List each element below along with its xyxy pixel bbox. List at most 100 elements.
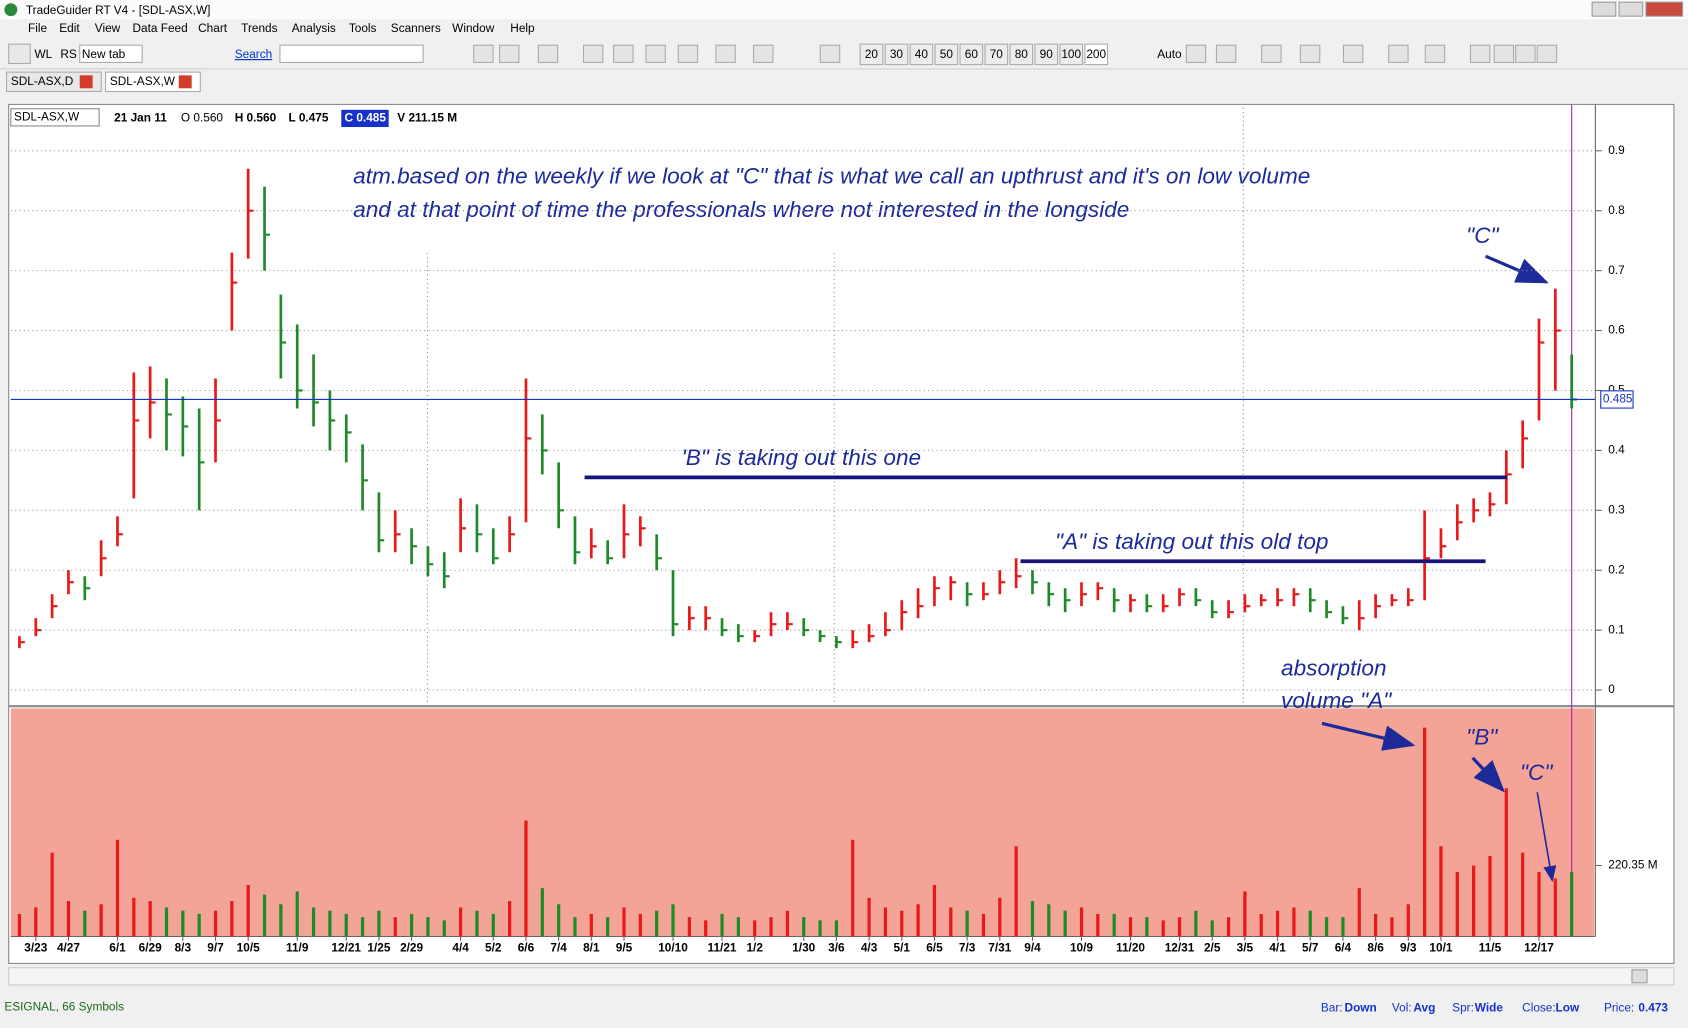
menu-item[interactable]: View [95, 21, 121, 35]
toolbar-button[interactable] [8, 43, 31, 65]
menu-item[interactable]: Help [510, 21, 535, 35]
menu-item[interactable]: Tools [349, 21, 377, 35]
zoom-label[interactable]: 20 [865, 47, 879, 61]
tab[interactable] [5, 71, 102, 93]
zoom-button[interactable] [1084, 43, 1109, 66]
toolbar-label[interactable]: Search [235, 47, 272, 61]
volume-bar [1423, 727, 1427, 937]
zoom-label[interactable]: 200 [1086, 47, 1106, 61]
volume-bar [1063, 910, 1067, 937]
zoom-label[interactable]: 70 [990, 47, 1004, 61]
volume-bar [262, 894, 267, 937]
toolbar-icon[interactable] [1388, 44, 1409, 63]
menu-item[interactable]: Chart [198, 21, 228, 35]
volume-bar [393, 917, 397, 937]
x-tick-label: 7/3 [959, 940, 976, 954]
volume-bar [916, 904, 920, 937]
zoom-label[interactable]: 80 [1015, 47, 1029, 61]
toolbar-icon[interactable] [499, 44, 520, 63]
toolbar-icon[interactable] [1536, 44, 1558, 63]
volume-bar [720, 913, 724, 937]
x-tick-label: 11/5 [1479, 940, 1502, 954]
tab-label[interactable]: SDL-ASX,W [110, 74, 176, 88]
zoom-button[interactable] [884, 43, 909, 66]
volume-bar [377, 910, 381, 937]
zoom-label[interactable]: 30 [890, 47, 904, 61]
x-tick-label: 5/7 [1302, 940, 1319, 954]
toolbar-label[interactable]: New tab [82, 47, 126, 61]
auto-button[interactable]: Auto [1157, 47, 1182, 61]
bar-open: O 0.560 [181, 111, 224, 125]
status-item: Down [1345, 1001, 1377, 1015]
toolbar-icon[interactable] [715, 44, 736, 63]
bar-high: H 0.560 [235, 111, 277, 125]
zoom-label[interactable]: 100 [1061, 47, 1081, 61]
volume-bar [83, 910, 87, 937]
zoom-button[interactable] [959, 43, 984, 66]
toolbar-icon[interactable] [613, 44, 634, 63]
y-tick-label: 0.1 [1608, 622, 1624, 636]
search-box[interactable] [279, 44, 424, 63]
zoom-button[interactable] [934, 43, 959, 66]
scrollbar[interactable] [8, 967, 1675, 986]
zoom-button[interactable] [1034, 43, 1059, 66]
toolbar-icon[interactable] [753, 44, 774, 63]
menu-item[interactable]: Data Feed [132, 21, 187, 35]
toolbar-icon[interactable] [1342, 44, 1364, 63]
arrows [1321, 254, 1557, 883]
status-item: 0.473 [1638, 1001, 1668, 1015]
toolbar-icon[interactable] [1261, 44, 1282, 63]
toolbar-icon[interactable] [645, 44, 666, 63]
menu-item[interactable]: Scanners [391, 21, 441, 35]
zoom-label[interactable]: 50 [940, 47, 954, 61]
toolbar-icon[interactable] [1299, 44, 1321, 63]
scroll-thumb[interactable] [1631, 969, 1648, 984]
volume-bar [1504, 788, 1508, 937]
volume-bar [246, 884, 250, 937]
x-tick-label: 6/5 [926, 940, 943, 954]
toolbar-icon[interactable] [1215, 44, 1237, 63]
tab-close[interactable] [79, 75, 93, 89]
menu-item[interactable]: File [28, 21, 47, 35]
volume-bar [1521, 852, 1525, 937]
toolbar-label[interactable]: RS [60, 47, 77, 61]
menu-item[interactable]: Window [452, 21, 495, 35]
zoom-button[interactable] [1009, 43, 1034, 66]
toolbar-icon[interactable] [1185, 44, 1207, 63]
zoom-button[interactable] [909, 43, 934, 66]
symbol-box[interactable] [10, 108, 100, 127]
menu-item[interactable]: Edit [59, 21, 80, 35]
tab[interactable] [105, 71, 201, 93]
x-tick-label: 10/9 [1070, 940, 1093, 954]
volume-pane [10, 708, 1595, 937]
toolbar-label[interactable]: WL [35, 47, 53, 61]
toolbar-icon[interactable] [1515, 44, 1536, 63]
window-controls[interactable] [1591, 1, 1684, 17]
toolbar-icon[interactable] [677, 44, 699, 63]
toolbar-icon[interactable] [473, 44, 494, 63]
x-tick-label: 8/3 [175, 940, 192, 954]
zoom-button[interactable] [859, 43, 884, 66]
tab-label[interactable]: SDL-ASX,D [11, 74, 73, 88]
menu-item[interactable]: Analysis [292, 21, 336, 35]
tab-close[interactable] [178, 75, 192, 89]
toolbar-icon[interactable] [582, 44, 604, 63]
volume-bar [949, 907, 953, 937]
x-tick-label: 10/5 [237, 940, 260, 954]
volume-bar [181, 910, 185, 937]
zoom-label[interactable]: 60 [965, 47, 979, 61]
toolbar-icon[interactable] [1493, 44, 1515, 63]
zoom-label[interactable]: 40 [915, 47, 929, 61]
toolbar-icon[interactable] [1469, 44, 1491, 63]
toolbar-icon[interactable] [819, 44, 841, 63]
volume-bar [704, 920, 708, 937]
new-tab-box[interactable] [79, 44, 143, 63]
toolbar-icon[interactable] [1424, 44, 1446, 63]
toolbar-icon[interactable] [537, 44, 559, 63]
zoom-button[interactable] [1059, 43, 1084, 66]
volume-bar [900, 910, 904, 937]
menu-item[interactable]: Trends [241, 21, 277, 35]
volume-bar [50, 852, 54, 937]
zoom-label[interactable]: 90 [1040, 47, 1054, 61]
zoom-button[interactable] [984, 43, 1009, 66]
